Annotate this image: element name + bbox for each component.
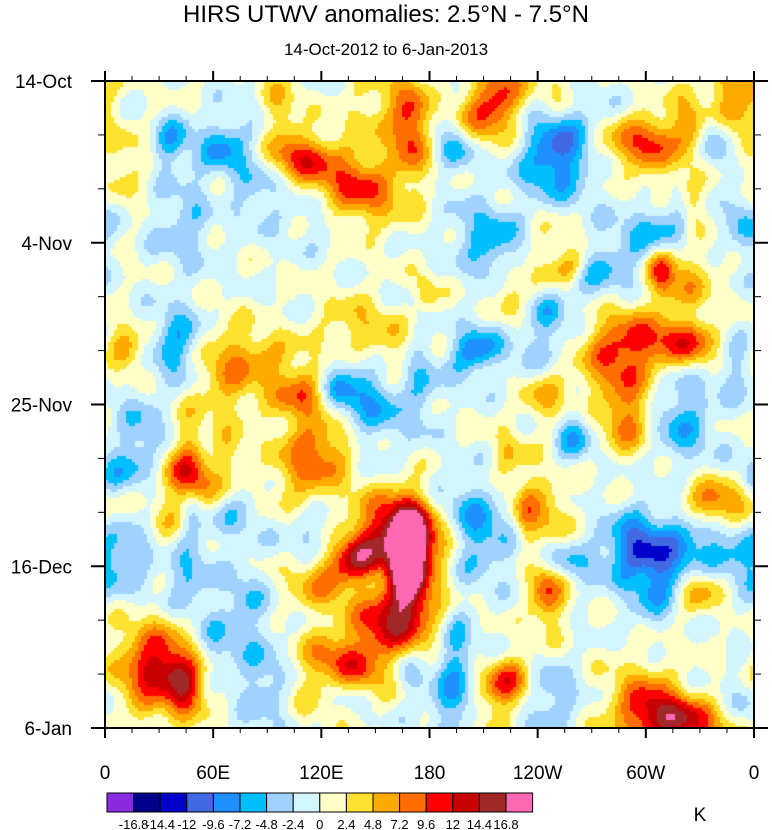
colorbar-box [292,792,321,813]
colorbar-box [425,792,454,813]
x-tick-label: 0 [100,763,111,784]
chart-title: HIRS UTWV anomalies: 2.5°N - 7.5°N [183,1,589,28]
y-tick-label: 6-Jan [24,719,72,740]
colorbar-box [372,792,401,813]
colorbar-label: 9.6 [417,817,435,830]
y-tick-label: 16-Dec [11,557,72,578]
heatmap-plot [104,80,755,729]
chart-subtitle: 14-Oct-2012 to 6-Jan-2013 [283,40,489,59]
colorbar-box [345,792,374,813]
x-tick-label: 0 [749,763,760,784]
x-tick-label: 120W [513,763,563,784]
colorbar-label: 14.4 [467,817,492,830]
colorbar-label: 0 [316,817,323,830]
colorbar-box [106,792,135,813]
colorbar-label: -12 [177,817,196,830]
colorbar-unit: K [694,805,707,826]
y-tick-label: 25-Nov [11,396,73,417]
x-tick-label: 180 [414,763,446,784]
colorbar-label: -16.8 [119,817,149,830]
colorbar-label: -4.8 [255,817,277,830]
colorbar-box [239,792,268,813]
colorbar-label: 7.2 [391,817,409,830]
y-tick-label: 14-Oct [15,72,73,93]
heatmap-field [105,81,754,728]
colorbar-box [133,792,161,813]
colorbar-label: -9.6 [202,817,224,830]
colorbar-label: -14.4 [145,817,175,830]
colorbar-label: -2.4 [282,817,304,830]
colorbar-box [319,792,347,813]
colorbar-box [212,792,241,813]
colorbar-label: -7.2 [229,817,251,830]
axes: 0 60E 120E 180 120W 60W 0 14-Oct 4-Nov 25-Nov 16-D… [11,71,768,784]
x-tick-label: 120E [299,763,343,784]
colorbar-label: 2.4 [337,817,355,830]
y-tick-label: 4-Nov [21,234,72,255]
colorbar-box [399,792,427,813]
colorbar-label: 12 [446,817,460,830]
colorbar-box [478,792,507,813]
colorbar-box [186,792,214,813]
colorbar-label: 16.8 [493,817,518,830]
colorbar-box [452,792,480,813]
colorbar-box [266,792,294,813]
colorbar-box [159,792,188,813]
colorbar-label: 4.8 [364,817,382,830]
colorbar-box [505,792,534,813]
x-tick-label: 60W [626,763,665,784]
x-tick-label: 60E [196,763,230,784]
colorbar: -16.8-14.4 -12 -9.6 -7.2 -4.8 -2.4 0 2.4 4.8 7.2 9… [106,792,707,830]
